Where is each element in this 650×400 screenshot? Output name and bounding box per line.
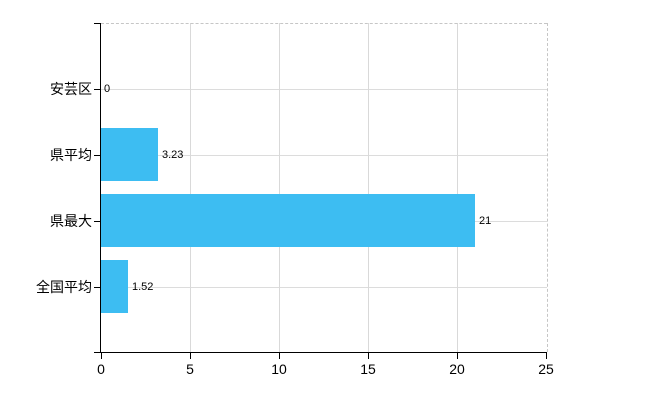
- row-gridline: [101, 155, 547, 156]
- bar-value-label: 0: [104, 83, 111, 95]
- row-gridline: [101, 89, 547, 90]
- bar-value-label: 21: [479, 215, 492, 227]
- x-tick-label: 20: [449, 361, 465, 377]
- x-tick-label: 15: [360, 361, 376, 377]
- category-label: 全国平均: [36, 279, 92, 295]
- x-gridline: [190, 23, 191, 352]
- plot-border-top: [101, 23, 547, 24]
- x-tick: [546, 353, 547, 359]
- bar: [101, 260, 128, 313]
- x-tick: [279, 353, 280, 359]
- y-axis-top-tick: [94, 23, 100, 24]
- y-tick: [94, 155, 100, 156]
- y-axis-line: [100, 23, 101, 353]
- x-tick: [457, 353, 458, 359]
- bar-value-label: 3.23: [162, 149, 184, 161]
- x-tick: [101, 353, 102, 359]
- category-label: 県最大: [50, 213, 92, 229]
- x-gridline: [368, 23, 369, 352]
- row-gridline: [101, 287, 547, 288]
- y-tick: [94, 89, 100, 90]
- plot-border-right: [547, 23, 548, 352]
- x-tick-label: 0: [97, 361, 105, 377]
- bar: [101, 128, 158, 181]
- x-tick: [190, 353, 191, 359]
- x-gridline: [279, 23, 280, 352]
- x-gridline: [457, 23, 458, 352]
- x-tick-label: 5: [186, 361, 194, 377]
- category-label: 県平均: [50, 147, 92, 163]
- bar-value-label: 1.52: [132, 281, 154, 293]
- y-tick: [94, 221, 100, 222]
- x-axis-line: [94, 352, 547, 353]
- x-tick-label: 10: [271, 361, 287, 377]
- y-tick: [94, 287, 100, 288]
- category-label: 安芸区: [50, 81, 92, 97]
- x-tick-label: 25: [538, 361, 554, 377]
- x-tick: [368, 353, 369, 359]
- bar: [101, 194, 475, 247]
